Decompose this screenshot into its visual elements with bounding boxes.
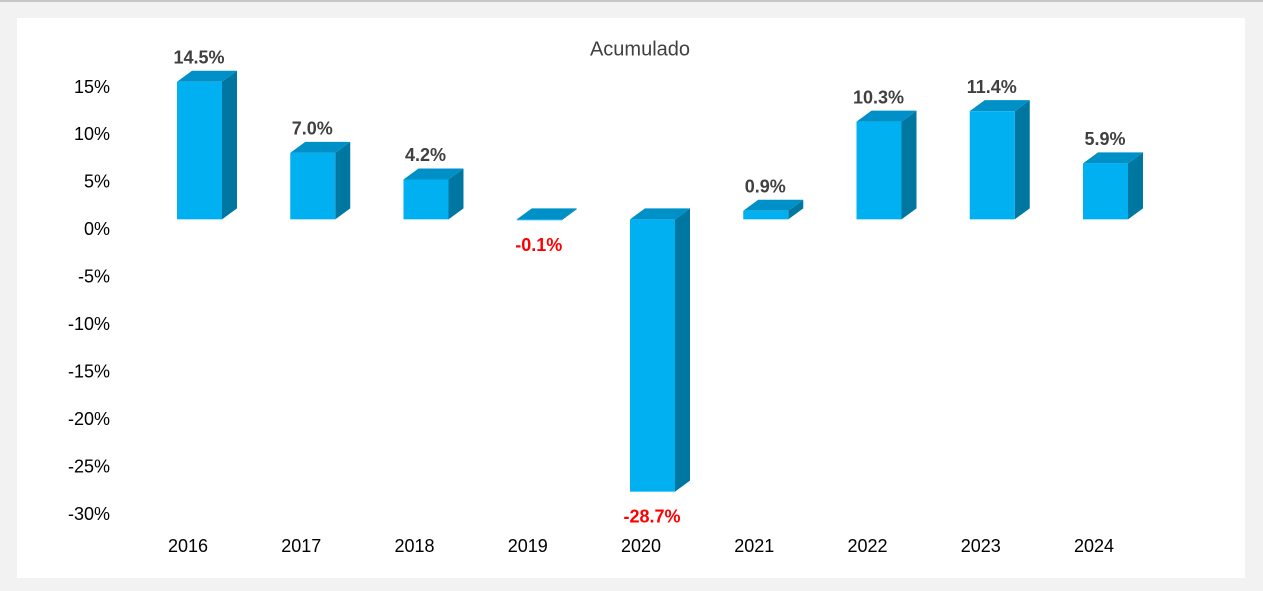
value-label: -28.7% xyxy=(623,506,680,526)
y-tick-label: -15% xyxy=(68,361,110,381)
bar-side xyxy=(561,208,577,221)
bar-side xyxy=(1014,100,1030,220)
y-tick-label: -10% xyxy=(68,314,110,334)
x-tick-label: 2020 xyxy=(621,536,661,556)
value-label: -0.1% xyxy=(515,235,562,255)
bar-top xyxy=(630,208,690,220)
y-tick-label: 10% xyxy=(74,124,110,144)
x-tick-label: 2018 xyxy=(394,536,434,556)
bar xyxy=(630,208,690,492)
bar xyxy=(403,168,464,220)
y-tick-label: 15% xyxy=(74,77,110,97)
y-tick-label: -20% xyxy=(68,409,110,429)
x-tick-label: 2017 xyxy=(281,536,321,556)
y-tick-label: -5% xyxy=(78,267,110,287)
bar xyxy=(969,100,1030,220)
y-tick-label: -25% xyxy=(68,456,110,476)
bar xyxy=(856,110,917,220)
bar-top xyxy=(177,70,237,82)
value-label: 0.9% xyxy=(745,177,786,197)
bar-side xyxy=(901,110,917,220)
bar-side xyxy=(448,168,464,220)
bar-side xyxy=(222,70,237,220)
bar-top xyxy=(743,199,804,211)
bar xyxy=(1083,152,1143,220)
value-label: 14.5% xyxy=(173,47,224,67)
x-tick-label: 2021 xyxy=(734,536,774,556)
x-tick-label: 2022 xyxy=(847,536,887,556)
bar-front xyxy=(177,81,222,220)
bar-front xyxy=(743,210,789,220)
x-tick-label: 2024 xyxy=(1074,536,1114,556)
bar-side xyxy=(675,208,690,492)
value-label: 10.3% xyxy=(853,87,904,107)
y-tick-label: -30% xyxy=(68,504,110,524)
bar-front xyxy=(1083,163,1128,220)
bar-side xyxy=(1128,152,1143,220)
bar xyxy=(516,208,577,221)
value-label: 4.2% xyxy=(405,145,446,165)
bar-front xyxy=(630,219,675,492)
bar-front xyxy=(516,219,562,221)
value-label: 5.9% xyxy=(1084,129,1125,149)
bar-front xyxy=(290,152,336,220)
bar-top xyxy=(290,141,351,153)
bar-side xyxy=(335,141,351,220)
bar-side xyxy=(788,199,804,220)
bar-top xyxy=(856,110,917,122)
bar xyxy=(290,141,351,220)
bar-top xyxy=(403,168,464,180)
x-tick-label: 2016 xyxy=(168,536,208,556)
bar-front xyxy=(403,179,449,220)
y-tick-label: 0% xyxy=(84,219,110,239)
bar-top xyxy=(1083,152,1143,164)
y-tick-label: 5% xyxy=(84,172,110,192)
bar xyxy=(743,199,804,220)
bar-top xyxy=(516,208,577,220)
x-tick-label: 2019 xyxy=(508,536,548,556)
x-tick-label: 2023 xyxy=(961,536,1001,556)
bar xyxy=(177,70,237,220)
value-label: 11.4% xyxy=(967,77,1017,97)
value-label: 7.0% xyxy=(292,119,333,139)
bar-top xyxy=(969,100,1030,112)
bar-front xyxy=(969,111,1015,220)
bar-front xyxy=(856,121,902,220)
chart-title: Acumulado xyxy=(590,38,690,60)
